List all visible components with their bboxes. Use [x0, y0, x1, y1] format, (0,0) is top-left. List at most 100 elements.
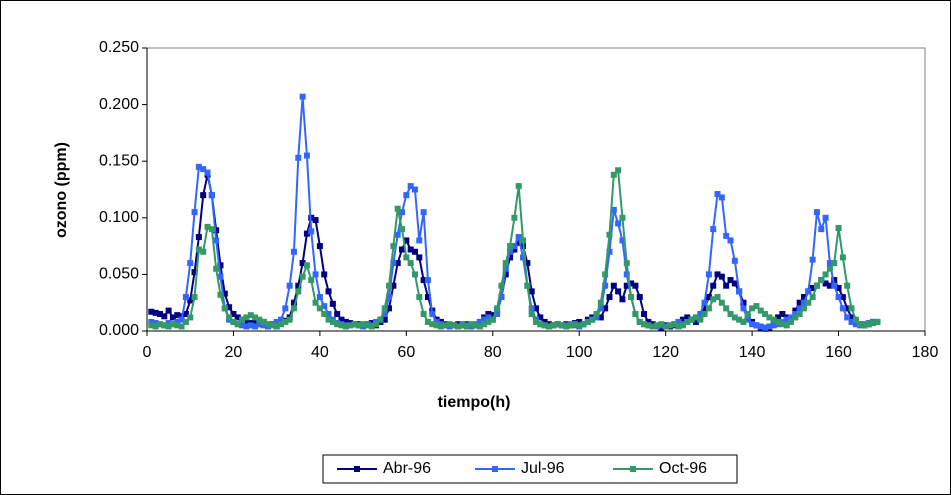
point-marker [334, 311, 341, 318]
point-marker [623, 271, 630, 278]
point-marker [515, 183, 522, 190]
point-marker [731, 314, 738, 321]
point-marker [788, 314, 795, 321]
point-marker [753, 322, 760, 329]
point-marker [277, 321, 284, 328]
point-marker [533, 318, 539, 325]
point-marker [299, 260, 306, 267]
point-marker [308, 228, 315, 235]
point-marker [537, 321, 544, 328]
point-marker [321, 303, 328, 310]
point-marker [818, 226, 825, 233]
point-marker [615, 288, 622, 295]
point-marker [589, 316, 596, 323]
point-marker [156, 321, 163, 328]
point-marker [710, 296, 717, 303]
point-marker [800, 305, 807, 312]
point-marker [567, 322, 574, 329]
point-marker [290, 248, 297, 255]
point-marker [234, 321, 241, 328]
point-marker [740, 305, 747, 312]
point-marker [403, 237, 410, 244]
point-marker [424, 318, 431, 325]
y-tick-label: 0.200 [99, 96, 139, 113]
point-marker [558, 322, 565, 329]
point-marker [697, 311, 704, 318]
point-marker [355, 322, 362, 329]
point-marker [230, 311, 237, 318]
point-marker [312, 271, 319, 278]
point-marker [239, 316, 246, 323]
y-tick-label: 0.250 [99, 39, 139, 56]
point-marker [437, 323, 444, 330]
point-marker [796, 299, 803, 306]
legend-label: Oct-96 [659, 460, 707, 477]
point-marker [429, 321, 436, 328]
point-marker [550, 322, 557, 329]
point-marker [839, 254, 846, 261]
x-tick-label: 0 [143, 344, 152, 361]
point-marker [420, 311, 427, 318]
point-marker [213, 237, 220, 244]
point-marker [576, 322, 583, 329]
point-marker [528, 311, 535, 318]
point-marker [489, 312, 496, 319]
point-marker [610, 171, 617, 178]
point-marker [152, 309, 159, 316]
y-tick-label: 0.050 [99, 266, 139, 283]
point-marker [368, 323, 375, 330]
point-marker [481, 316, 488, 323]
point-marker [658, 321, 665, 328]
point-marker [399, 209, 406, 216]
point-marker [826, 282, 833, 289]
point-marker [321, 271, 328, 278]
point-marker [645, 322, 652, 329]
point-marker [826, 265, 833, 272]
point-marker [424, 294, 431, 301]
point-marker [507, 243, 514, 250]
point-marker [152, 320, 159, 327]
point-marker [485, 318, 492, 325]
point-marker [757, 307, 764, 314]
point-marker [468, 321, 475, 328]
point-marker [749, 305, 756, 312]
point-marker [424, 277, 431, 284]
point-marker [450, 322, 457, 329]
point-marker [718, 194, 725, 201]
point-marker [576, 318, 583, 325]
point-marker [507, 254, 514, 261]
point-marker [779, 311, 786, 318]
point-marker [727, 237, 734, 244]
point-marker [718, 299, 725, 306]
point-marker [399, 226, 406, 233]
point-marker [835, 224, 842, 231]
point-marker [839, 294, 846, 301]
point-marker [727, 277, 734, 284]
point-marker [606, 248, 613, 255]
point-marker [420, 277, 427, 284]
point-marker [792, 311, 799, 318]
point-marker [831, 277, 838, 284]
point-marker [792, 314, 799, 321]
point-marker [342, 318, 349, 325]
point-marker [303, 230, 310, 237]
point-marker [520, 254, 527, 261]
point-marker [351, 321, 358, 328]
point-marker [325, 311, 332, 318]
point-marker [736, 316, 743, 323]
point-marker [731, 280, 738, 287]
point-marker [386, 294, 393, 301]
point-marker [182, 318, 189, 325]
point-marker [848, 305, 855, 312]
point-marker [507, 248, 514, 255]
point-marker [701, 311, 708, 318]
point-marker [187, 260, 194, 267]
point-marker [433, 318, 440, 325]
point-marker [165, 320, 172, 327]
point-marker [714, 191, 721, 198]
point-marker [407, 183, 414, 190]
point-marker [191, 294, 198, 301]
point-marker [459, 322, 466, 329]
point-marker [191, 209, 198, 216]
point-marker [411, 271, 418, 278]
